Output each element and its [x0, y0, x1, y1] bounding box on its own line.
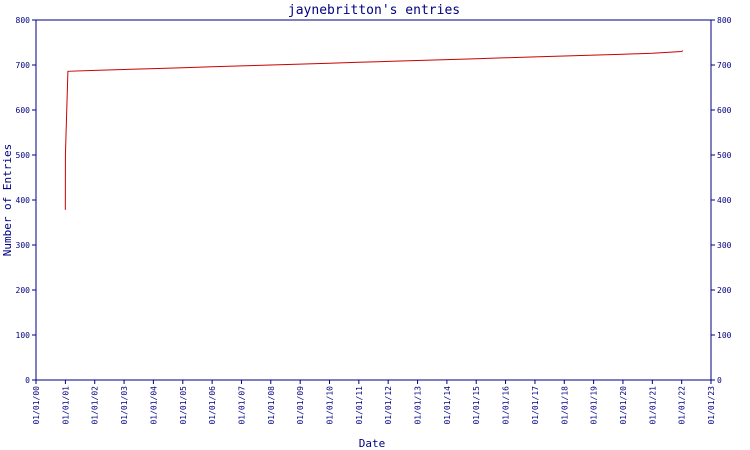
y-tick-label-left: 500 [16, 151, 31, 160]
y-tick-label-left: 200 [16, 286, 31, 295]
y-tick-label-right: 200 [717, 286, 732, 295]
y-tick-label-left: 800 [16, 16, 31, 25]
y-tick-label-left: 700 [16, 61, 31, 70]
x-tick-label: 01/01/02 [91, 386, 100, 425]
x-axis: 01/01/00 01/01/01 01/01/02 01/01/03 01/01/04… [32, 380, 716, 425]
x-tick-label: 01/01/18 [560, 386, 569, 425]
y-tick-label-right: 0 [717, 376, 722, 385]
y-tick-label-right: 700 [717, 61, 732, 70]
series-line [64, 50, 684, 210]
x-tick-label: 01/01/13 [414, 386, 423, 425]
chart-title: jaynebritton's entries [288, 3, 460, 18]
y-tick-label-right: 600 [717, 106, 732, 115]
y-tick-label-right: 500 [717, 151, 732, 160]
x-tick-label: 01/01/15 [472, 386, 481, 425]
series-layer [64, 50, 684, 210]
y-tick-label-left: 600 [16, 106, 31, 115]
y-axis-left: 0 100 200 300 400 500 600 700 800 [16, 16, 36, 385]
x-tick-label: 01/01/16 [502, 386, 511, 425]
y-tick-label-right: 400 [717, 196, 732, 205]
x-tick-label: 01/01/12 [384, 386, 393, 425]
x-tick-label: 01/01/09 [296, 386, 305, 425]
y-tick-label-left: 300 [16, 241, 31, 250]
x-tick-label: 01/01/17 [531, 386, 540, 425]
y-tick-label-right: 100 [717, 331, 732, 340]
x-tick-label: 01/01/22 [678, 386, 687, 425]
x-axis-label: Date [359, 437, 386, 450]
y-tick-label-left: 0 [25, 376, 30, 385]
x-tick-label: 01/01/11 [355, 386, 364, 425]
x-tick-label: 01/01/00 [32, 386, 41, 425]
x-tick-label: 01/01/14 [443, 386, 452, 425]
x-tick-label: 01/01/23 [707, 386, 716, 425]
x-tick-label: 01/01/04 [149, 386, 158, 425]
x-tick-label: 01/01/01 [61, 386, 70, 425]
x-tick-label: 01/01/21 [648, 386, 657, 425]
x-tick-label: 01/01/07 [237, 386, 246, 425]
x-tick-label: 01/01/10 [326, 386, 335, 425]
y-tick-label-right: 300 [717, 241, 732, 250]
plot-area [35, 19, 712, 381]
x-tick-label: 01/01/06 [208, 386, 217, 425]
x-tick-label: 01/01/08 [267, 386, 276, 425]
y-axis-label: Number of Entries [1, 144, 14, 257]
y-tick-label-left: 400 [16, 196, 31, 205]
x-tick-label: 01/01/20 [619, 386, 628, 425]
x-tick-label: 01/01/05 [179, 386, 188, 425]
y-axis-right: 0 100 200 300 400 500 600 700 800 [711, 16, 732, 385]
x-tick-label: 01/01/19 [590, 386, 599, 425]
y-tick-label-right: 800 [717, 16, 732, 25]
x-tick-label: 01/01/03 [120, 386, 129, 425]
y-tick-label-left: 100 [16, 331, 31, 340]
